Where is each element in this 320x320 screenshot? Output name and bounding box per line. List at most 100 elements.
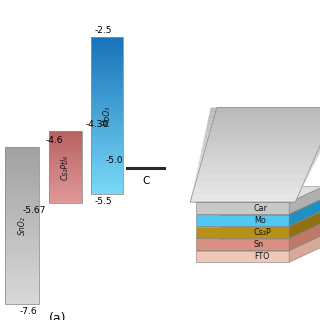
Bar	[49, 202, 82, 203]
Bar	[49, 167, 82, 168]
Bar	[49, 149, 82, 150]
Bar	[5, 176, 39, 178]
Polygon shape	[195, 178, 307, 181]
Bar	[5, 218, 39, 220]
Bar	[49, 184, 82, 185]
Polygon shape	[209, 115, 320, 117]
Bar	[91, 105, 123, 108]
Bar	[5, 281, 39, 283]
Polygon shape	[196, 239, 289, 250]
Bar	[91, 92, 123, 94]
Bar	[5, 268, 39, 270]
Bar	[91, 157, 123, 160]
Text: -7.6: -7.6	[19, 308, 37, 316]
Bar	[5, 184, 39, 186]
Bar	[5, 254, 39, 257]
Bar	[5, 262, 39, 265]
Bar	[91, 42, 123, 44]
Polygon shape	[190, 108, 320, 202]
Bar	[49, 168, 82, 170]
Polygon shape	[200, 155, 319, 157]
Bar	[49, 183, 82, 184]
Polygon shape	[196, 203, 289, 214]
Bar	[49, 171, 82, 172]
Bar	[49, 162, 82, 164]
Bar	[5, 207, 39, 210]
Bar	[5, 204, 39, 207]
Bar	[49, 199, 82, 201]
Polygon shape	[199, 159, 317, 162]
Bar	[91, 79, 123, 81]
Bar	[49, 153, 82, 154]
Polygon shape	[208, 119, 320, 122]
Bar	[5, 265, 39, 268]
Bar	[5, 147, 39, 149]
Bar	[49, 147, 82, 148]
Polygon shape	[194, 183, 305, 186]
Bar	[5, 181, 39, 184]
Bar	[91, 147, 123, 149]
Bar	[91, 76, 123, 79]
Bar	[5, 252, 39, 254]
Bar	[91, 176, 123, 178]
Bar	[49, 155, 82, 156]
Text: -5.67: -5.67	[22, 206, 46, 215]
Bar	[5, 210, 39, 212]
Polygon shape	[196, 187, 320, 203]
Polygon shape	[205, 131, 320, 133]
Bar	[49, 178, 82, 179]
Bar	[5, 186, 39, 189]
Bar	[49, 181, 82, 183]
Bar	[49, 164, 82, 165]
Polygon shape	[289, 211, 320, 238]
Polygon shape	[196, 214, 289, 226]
Bar	[5, 228, 39, 231]
Bar	[5, 294, 39, 296]
Bar	[49, 141, 82, 142]
Bar	[5, 302, 39, 304]
Polygon shape	[196, 176, 308, 178]
Text: FTO: FTO	[254, 252, 269, 261]
Bar	[91, 108, 123, 110]
Polygon shape	[289, 187, 320, 214]
Bar	[49, 174, 82, 175]
Polygon shape	[207, 122, 320, 124]
Bar	[5, 236, 39, 239]
Polygon shape	[199, 157, 318, 159]
Bar	[91, 55, 123, 58]
Bar	[5, 270, 39, 273]
Text: (a): (a)	[49, 312, 66, 320]
Bar	[5, 152, 39, 155]
Polygon shape	[210, 110, 320, 112]
Bar	[5, 178, 39, 181]
Bar	[5, 220, 39, 223]
Polygon shape	[191, 195, 299, 197]
Bar	[49, 173, 82, 174]
Text: Car: Car	[254, 204, 268, 213]
Bar	[49, 196, 82, 197]
Bar	[5, 173, 39, 176]
Bar	[91, 86, 123, 89]
Polygon shape	[196, 223, 320, 239]
Text: -5.5: -5.5	[95, 197, 113, 206]
Bar	[91, 186, 123, 189]
Bar	[49, 142, 82, 143]
Bar	[5, 197, 39, 199]
Text: -5.0: -5.0	[106, 156, 124, 165]
Polygon shape	[204, 133, 320, 136]
Bar	[49, 135, 82, 136]
Polygon shape	[208, 117, 320, 119]
Bar	[5, 283, 39, 286]
Bar	[49, 185, 82, 186]
Bar	[91, 39, 123, 42]
Bar	[49, 177, 82, 178]
Bar	[49, 193, 82, 195]
Bar	[49, 180, 82, 181]
Bar	[91, 155, 123, 157]
Bar	[91, 173, 123, 176]
Text: SnO₂: SnO₂	[18, 216, 27, 235]
Bar	[49, 136, 82, 137]
Text: C: C	[142, 176, 149, 186]
Bar	[91, 52, 123, 55]
Bar	[5, 273, 39, 276]
